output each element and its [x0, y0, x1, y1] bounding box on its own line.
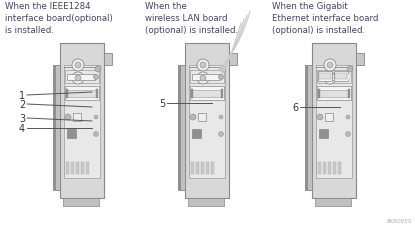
Bar	[191, 162, 194, 174]
Bar	[319, 91, 349, 98]
Text: 4: 4	[19, 124, 25, 133]
Bar	[206, 162, 209, 174]
Bar	[53, 66, 60, 190]
Circle shape	[94, 115, 98, 119]
Bar	[305, 66, 312, 190]
Bar	[66, 90, 68, 99]
Bar	[67, 91, 97, 98]
Bar	[190, 71, 224, 84]
Circle shape	[200, 63, 206, 69]
Circle shape	[220, 67, 226, 73]
Text: 1: 1	[19, 91, 25, 101]
Bar	[71, 162, 74, 174]
Bar	[334, 72, 348, 82]
Bar	[338, 162, 341, 174]
Circle shape	[190, 115, 196, 120]
Bar	[318, 162, 321, 174]
Bar	[192, 129, 201, 138]
Bar	[229, 54, 237, 66]
Circle shape	[75, 63, 81, 69]
Bar	[316, 66, 352, 178]
Circle shape	[219, 75, 224, 80]
Circle shape	[72, 73, 84, 85]
Bar	[323, 162, 326, 174]
Bar	[196, 162, 199, 174]
Circle shape	[65, 115, 71, 120]
Bar	[64, 66, 100, 178]
Bar	[198, 113, 206, 122]
Bar	[53, 66, 56, 190]
Bar	[335, 74, 347, 80]
Bar	[318, 90, 320, 99]
Bar	[348, 90, 350, 99]
Bar	[325, 113, 333, 122]
Bar	[190, 87, 224, 101]
Bar	[356, 54, 364, 66]
Circle shape	[197, 60, 209, 72]
Circle shape	[327, 76, 333, 82]
Text: When the IEEE1284
interface board(optional)
is installed.: When the IEEE1284 interface board(option…	[5, 2, 113, 34]
Bar	[67, 129, 76, 138]
Bar	[328, 162, 331, 174]
Circle shape	[197, 73, 209, 85]
Bar	[60, 44, 104, 198]
Bar	[178, 66, 185, 190]
Circle shape	[95, 67, 101, 73]
Circle shape	[327, 63, 333, 69]
Circle shape	[346, 132, 351, 137]
Bar	[221, 90, 223, 99]
Bar	[201, 162, 204, 174]
Bar	[191, 90, 193, 99]
Bar	[65, 87, 99, 101]
Bar	[185, 44, 229, 198]
Bar	[73, 113, 81, 122]
Bar	[188, 198, 224, 206]
Circle shape	[219, 132, 224, 137]
Text: BKR005S: BKR005S	[387, 218, 412, 223]
Text: 5: 5	[159, 99, 165, 108]
Bar	[192, 75, 220, 81]
Bar	[192, 91, 222, 98]
Bar	[318, 72, 332, 82]
Bar	[317, 71, 351, 84]
Text: 3: 3	[19, 113, 25, 124]
Bar	[312, 44, 356, 198]
Circle shape	[317, 115, 323, 120]
Circle shape	[324, 73, 336, 85]
Bar	[305, 66, 308, 190]
Text: When the Gigabit
Ethernet interface board
(optional) is installed.: When the Gigabit Ethernet interface boar…	[272, 2, 378, 34]
Bar	[315, 198, 351, 206]
Text: When the
wireless LAN board
(optional) is installed.: When the wireless LAN board (optional) i…	[145, 2, 238, 34]
Bar	[178, 66, 181, 190]
Bar	[319, 75, 347, 81]
Circle shape	[347, 67, 353, 73]
Bar	[86, 162, 89, 174]
Bar	[333, 162, 336, 174]
Text: 6: 6	[292, 103, 298, 112]
Circle shape	[346, 75, 351, 80]
Bar	[189, 66, 225, 178]
Circle shape	[75, 76, 81, 82]
Bar	[319, 129, 328, 138]
Circle shape	[200, 76, 206, 82]
Bar	[319, 74, 331, 80]
Bar	[66, 162, 69, 174]
Circle shape	[324, 60, 336, 72]
Circle shape	[72, 60, 84, 72]
Text: 2: 2	[19, 99, 25, 110]
Bar	[65, 71, 99, 84]
Circle shape	[345, 75, 351, 81]
Bar	[211, 162, 214, 174]
Bar	[81, 162, 84, 174]
Bar	[104, 54, 112, 66]
Circle shape	[219, 115, 223, 119]
Bar	[96, 90, 98, 99]
Circle shape	[346, 115, 350, 119]
Bar	[67, 75, 95, 81]
Circle shape	[93, 132, 98, 137]
Circle shape	[93, 75, 98, 80]
Bar	[317, 87, 351, 101]
Bar	[63, 198, 99, 206]
Bar	[76, 162, 79, 174]
